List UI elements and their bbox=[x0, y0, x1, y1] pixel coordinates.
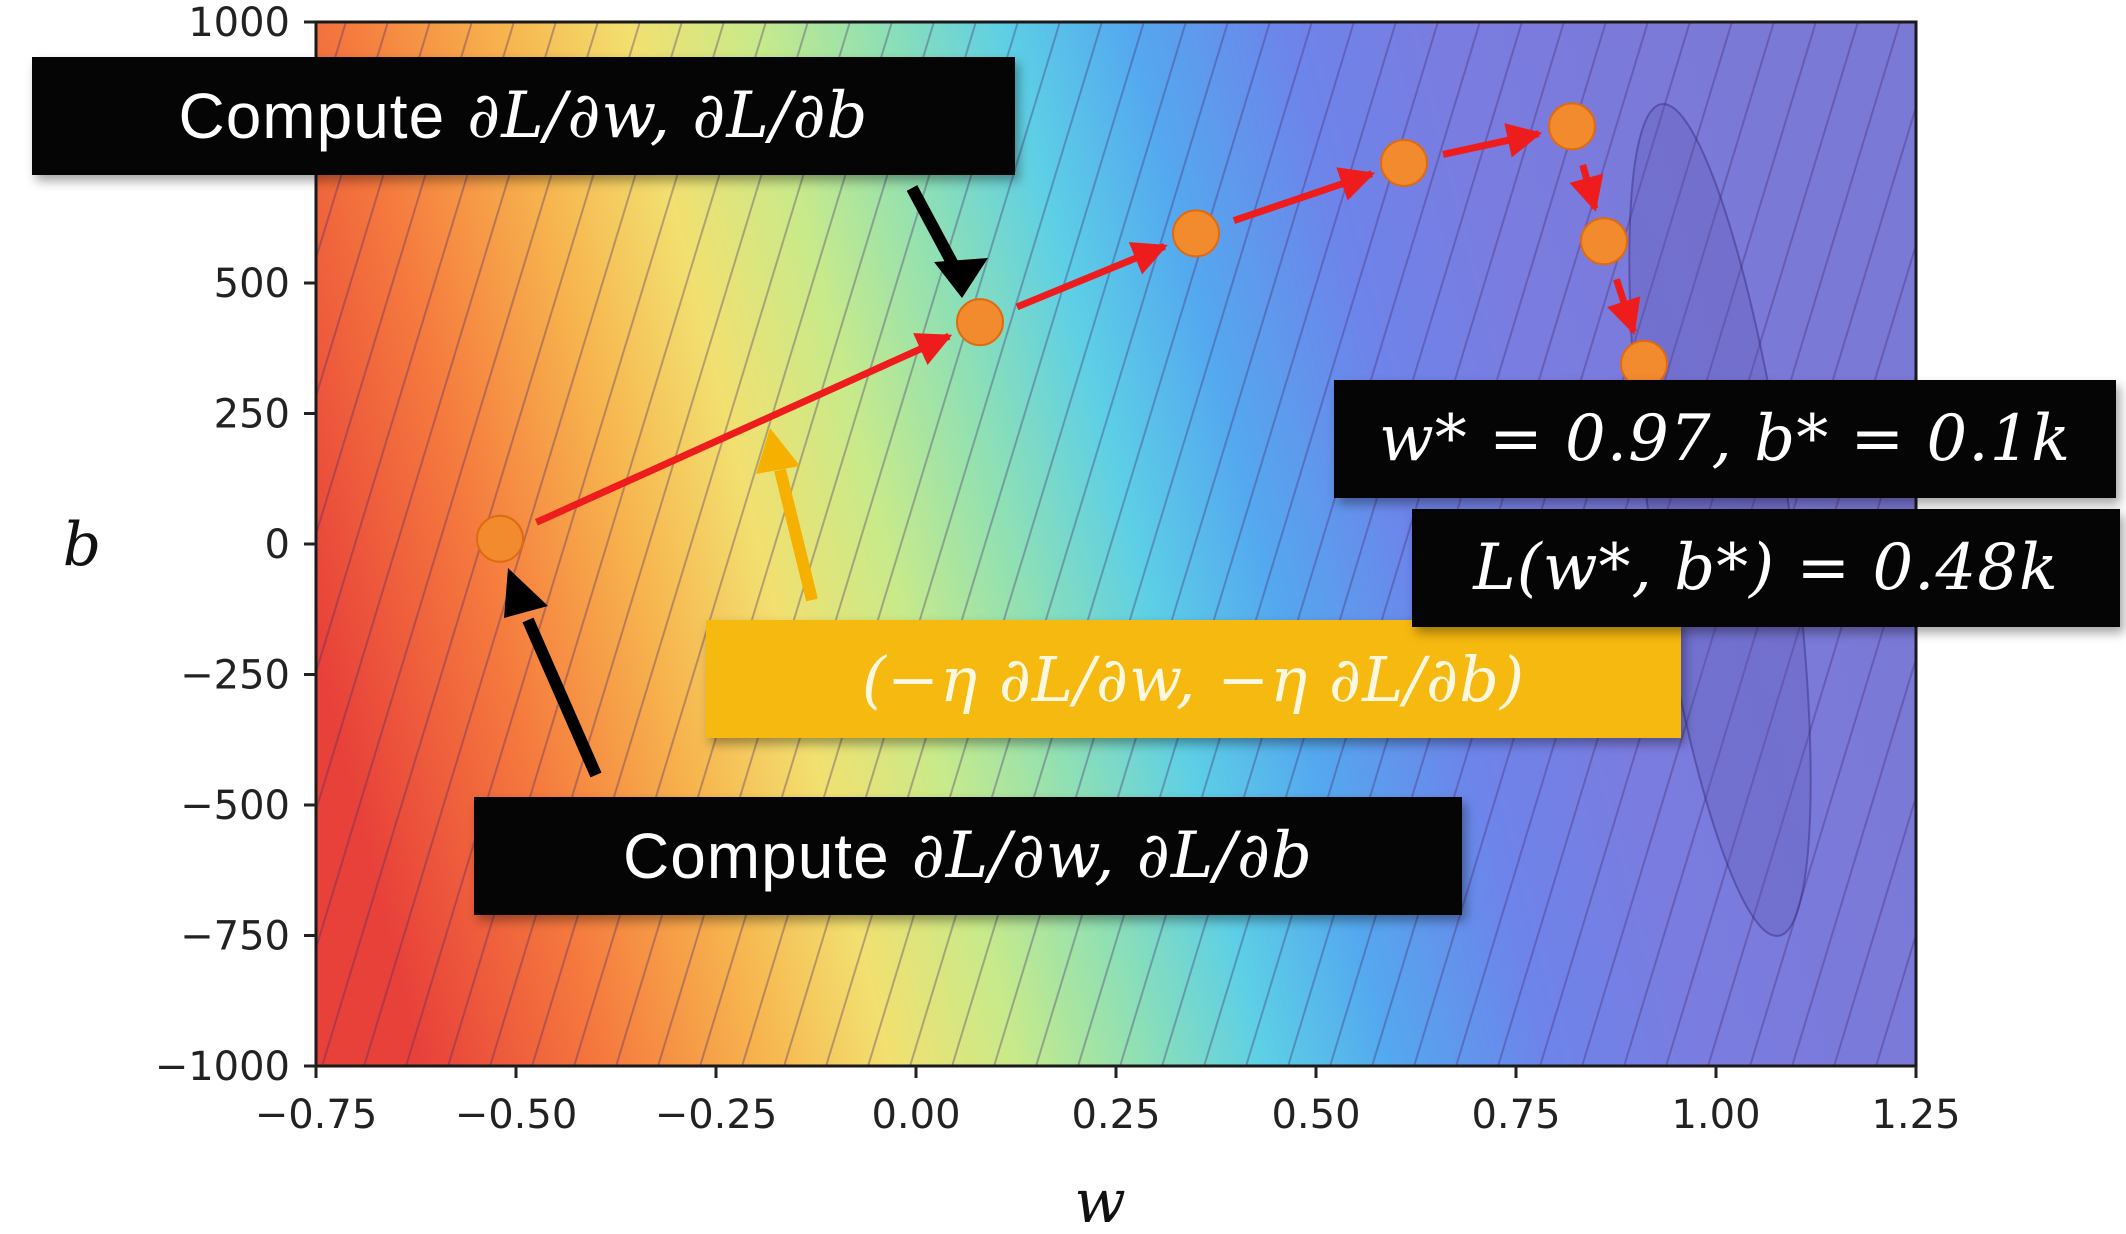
descent-point bbox=[1548, 102, 1596, 151]
gold-arrow bbox=[774, 468, 818, 602]
descent-step-arrow bbox=[1015, 242, 1168, 311]
x-axis-ticks: −0.75 −0.50 −0.25 0.00 0.25 0.50 0.75 1.00 1.25 bbox=[255, 1066, 1961, 1138]
descent-step-arrow bbox=[535, 332, 953, 526]
descent-point bbox=[956, 298, 1004, 347]
y-tick-label: 0 bbox=[265, 522, 290, 568]
contour-line bbox=[316, 22, 557, 814]
gradient-step-label: (−η ∂L/∂w, −η ∂L/∂b) bbox=[706, 620, 1681, 738]
black-arrow-bottom-head bbox=[504, 568, 548, 618]
x-tick-label: −0.25 bbox=[655, 1092, 778, 1138]
contour-line bbox=[316, 22, 599, 952]
black-arrow-top bbox=[906, 185, 962, 273]
y-tick-label: 250 bbox=[214, 392, 290, 438]
x-tick-label: 0.75 bbox=[1471, 1092, 1560, 1138]
compute-math-bottom: ∂L/∂w, ∂L/∂b bbox=[911, 819, 1314, 893]
contour-line bbox=[1791, 655, 1916, 1066]
gradient-step-text: (−η ∂L/∂w, −η ∂L/∂b) bbox=[861, 642, 1526, 716]
compute-math-top: ∂L/∂w, ∂L/∂b bbox=[467, 79, 869, 153]
optimum-loss-label: L(w*, b*) = 0.48k bbox=[1412, 509, 2120, 627]
descent-point bbox=[476, 514, 524, 563]
y-tick-label: 500 bbox=[214, 261, 290, 307]
compute-word-top: Compute bbox=[178, 80, 446, 152]
black-arrow-bottom bbox=[522, 617, 602, 778]
y-tick-label: −250 bbox=[180, 653, 290, 699]
y-axis-ticks: 1000 500 250 0 −250 −500 −750 −1000 bbox=[155, 0, 316, 1090]
y-tick-label: −500 bbox=[180, 783, 290, 829]
x-tick-label: 0.00 bbox=[871, 1092, 960, 1138]
optimum-params-text: w* = 0.97, b* = 0.1k bbox=[1378, 402, 2072, 476]
x-tick-label: −0.75 bbox=[255, 1092, 378, 1138]
descent-step-arrow bbox=[1569, 163, 1604, 212]
x-tick-label: 0.50 bbox=[1271, 1092, 1360, 1138]
x-axis-label: w bbox=[1074, 1167, 1125, 1234]
descent-step-arrow bbox=[1232, 167, 1376, 224]
y-tick-label: −750 bbox=[180, 914, 290, 960]
y-axis-label: b bbox=[63, 510, 101, 580]
y-tick-label: 1000 bbox=[188, 0, 290, 46]
contour-line bbox=[405, 22, 725, 1066]
contour-line bbox=[316, 22, 389, 262]
annotation-arrows bbox=[504, 185, 988, 778]
black-arrow-top-head bbox=[934, 258, 988, 298]
x-tick-label: 1.00 bbox=[1671, 1092, 1760, 1138]
descent-step-arrow bbox=[1442, 123, 1543, 158]
descent-point bbox=[1580, 217, 1628, 266]
x-tick-label: −0.50 bbox=[455, 1092, 578, 1138]
compute-gradient-label-bottom: Compute ∂L/∂w, ∂L/∂b bbox=[474, 797, 1462, 915]
descent-step-arrow bbox=[1607, 278, 1641, 335]
optimum-params-label: w* = 0.97, b* = 0.1k bbox=[1334, 380, 2116, 498]
optimum-loss-text: L(w*, b*) = 0.48k bbox=[1473, 531, 2059, 605]
contour-line bbox=[316, 22, 515, 676]
contour-line bbox=[316, 22, 473, 538]
compute-gradient-label-top: Compute ∂L/∂w, ∂L/∂b bbox=[32, 57, 1015, 175]
descent-path-points bbox=[476, 102, 1668, 563]
compute-word-bottom: Compute bbox=[622, 820, 890, 892]
contour-line bbox=[1833, 793, 1916, 1066]
x-tick-label: 0.25 bbox=[1071, 1092, 1160, 1138]
x-tick-label: 1.25 bbox=[1871, 1092, 1960, 1138]
descent-point bbox=[1380, 138, 1428, 187]
y-tick-label: −1000 bbox=[155, 1044, 290, 1090]
descent-point bbox=[1172, 209, 1220, 258]
descent-path-arrows bbox=[535, 123, 1641, 526]
gold-arrow-head bbox=[756, 428, 800, 474]
contour-line bbox=[316, 22, 431, 400]
